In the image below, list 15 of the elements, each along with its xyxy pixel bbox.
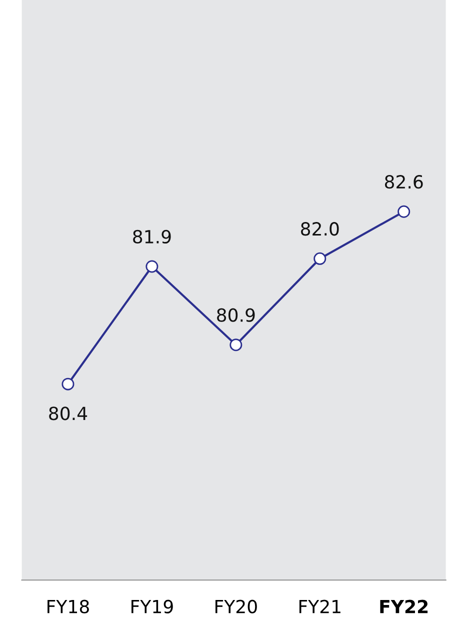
data-label: 82.6 bbox=[384, 175, 423, 189]
point bbox=[314, 252, 326, 265]
x-tick-label: FY22 bbox=[380, 600, 428, 614]
data-label: 81.9 bbox=[133, 230, 171, 244]
point bbox=[398, 205, 410, 218]
x-tick-label: FY21 bbox=[299, 600, 340, 614]
data-label: 80.9 bbox=[217, 308, 255, 322]
x-tick-label: FY20 bbox=[215, 600, 257, 614]
data-label: 80.4 bbox=[49, 406, 88, 420]
point bbox=[230, 338, 242, 352]
point bbox=[146, 260, 158, 273]
data-label: 82.0 bbox=[301, 222, 339, 236]
point bbox=[62, 378, 74, 390]
x-tick-label: FY19 bbox=[132, 600, 173, 614]
x-tick-label: FY18 bbox=[48, 600, 89, 614]
